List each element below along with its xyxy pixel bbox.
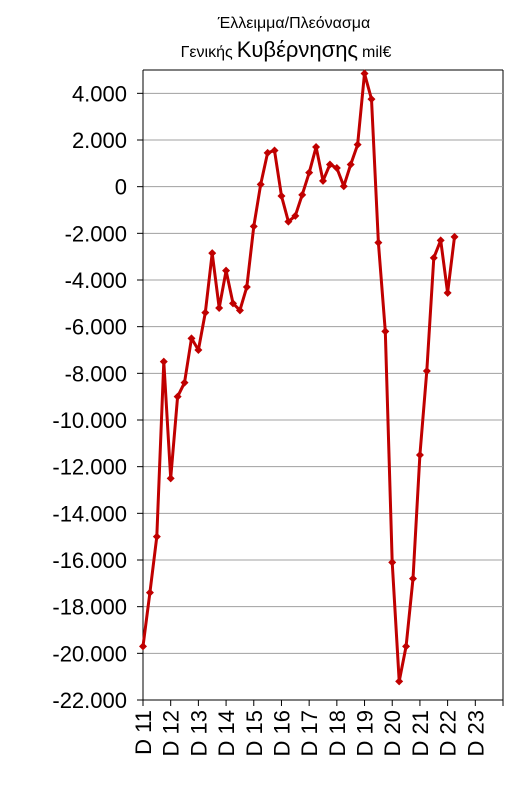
data-point — [284, 217, 293, 226]
chart-title-line2: Γενικής Κυβέρνησης mil€ — [181, 37, 392, 62]
data-point — [208, 249, 217, 258]
data-point — [229, 299, 237, 308]
y-tick-label: 0 — [115, 175, 127, 200]
data-point — [381, 327, 390, 336]
series-layer — [139, 69, 459, 686]
y-tick-label: 4.000 — [72, 81, 127, 106]
data-point — [325, 160, 334, 169]
data-point — [139, 642, 147, 651]
data-point — [360, 69, 369, 78]
data-point — [436, 236, 445, 245]
y-tick-label: -22.000 — [52, 688, 127, 713]
data-point — [249, 222, 258, 231]
x-tick-label: D 21 — [408, 710, 433, 756]
data-point — [298, 190, 307, 199]
data-point — [201, 308, 210, 317]
data-point — [242, 283, 251, 291]
data-point — [374, 238, 383, 247]
data-point — [166, 474, 175, 483]
x-tick-label: D 23 — [463, 710, 488, 756]
data-point — [180, 378, 189, 387]
x-tick-labels: D 11 D 12 D 13 D 14 D 15 D 16 D 17 D 18 D 19 D 20… — [131, 710, 488, 756]
data-point — [194, 346, 203, 354]
data-point — [291, 211, 300, 220]
data-point — [145, 588, 154, 597]
data-point — [235, 306, 244, 315]
y-tick-label: 2.000 — [72, 128, 127, 153]
data-point — [270, 146, 279, 155]
axis-layer — [137, 70, 504, 706]
x-tick-label: D 22 — [436, 710, 461, 756]
data-point — [388, 558, 397, 567]
data-point — [443, 288, 452, 297]
x-tick-label: D 14 — [214, 710, 239, 756]
data-point — [187, 334, 196, 343]
data-point — [263, 148, 272, 157]
x-tick-label: D 18 — [325, 710, 350, 756]
x-tick-label: D 19 — [353, 710, 378, 756]
y-tick-label: -8.000 — [65, 361, 127, 386]
chart-title-unit: mil€ — [362, 44, 391, 61]
y-tick-label: -6.000 — [65, 315, 127, 340]
data-point — [277, 192, 286, 200]
data-point — [415, 451, 424, 459]
data-point — [312, 143, 321, 151]
data-point — [402, 642, 411, 651]
x-tick-label: D 20 — [380, 710, 405, 756]
grid-layer — [143, 69, 504, 700]
x-tick-label: D 15 — [242, 710, 267, 756]
y-tick-label: -2.000 — [65, 221, 127, 246]
data-point — [353, 140, 362, 149]
data-point — [332, 164, 341, 172]
series-line — [141, 72, 456, 683]
data-point — [409, 574, 417, 583]
y-tick-label: -20.000 — [52, 641, 127, 666]
chart-title-line1: Έλλειμμα/Πλεόνασμα — [217, 15, 371, 32]
chart-title-large: Κυβέρνησης — [237, 37, 358, 62]
y-tick-label: -18.000 — [52, 595, 127, 620]
x-tick-label: D 17 — [297, 710, 322, 756]
data-point — [256, 180, 265, 189]
data-point — [450, 232, 459, 241]
data-point — [152, 532, 161, 541]
y-tick-label: -10.000 — [52, 408, 127, 433]
data-point — [339, 182, 348, 191]
y-tick-label: -12.000 — [52, 455, 127, 480]
data-point — [395, 677, 404, 686]
data-point — [159, 357, 168, 366]
y-tick-labels: 4.000 2.000 0 -2.000 -4.000 -6.000 -8.000 -10.0… — [52, 81, 127, 713]
y-tick-label: -4.000 — [65, 268, 127, 293]
data-point — [222, 266, 231, 275]
data-point — [367, 95, 376, 104]
data-point — [422, 367, 431, 375]
data-point — [319, 176, 327, 185]
data-point — [173, 392, 182, 401]
x-tick-label: D 12 — [159, 710, 184, 756]
y-tick-label: -16.000 — [52, 548, 127, 573]
data-point — [346, 160, 355, 169]
data-point — [429, 253, 438, 262]
x-tick-label: D 13 — [186, 710, 211, 756]
chart-title-small: Γενικής — [181, 44, 233, 61]
x-tick-label: D 11 — [131, 710, 156, 755]
y-tick-label: -14.000 — [52, 501, 127, 526]
x-tick-label: D 16 — [269, 710, 294, 756]
data-point — [305, 168, 314, 177]
data-point — [215, 304, 224, 312]
